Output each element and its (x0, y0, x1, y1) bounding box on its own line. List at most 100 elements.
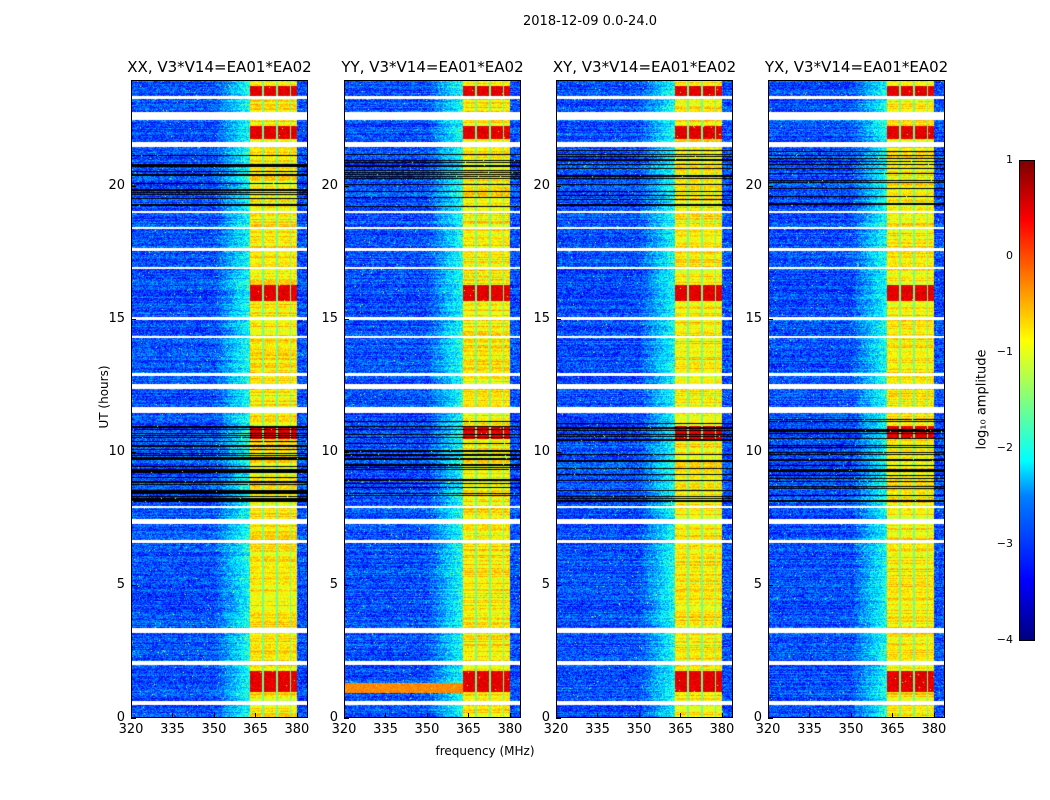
y-tick-mark (131, 319, 136, 321)
y-tick-mark (131, 186, 136, 188)
y-tick-label: 10 (745, 444, 762, 460)
y-tick-mark (556, 186, 561, 188)
x-tick-label: 320 (118, 722, 144, 737)
y-tick-mark (556, 452, 561, 454)
y-tick-label: 20 (321, 178, 338, 194)
x-tick-label: 365 (668, 722, 693, 737)
y-tick-label: 0 (753, 710, 762, 725)
panel-title: YY, V3*V14=EA01*EA02 (341, 58, 524, 76)
x-tick-mark (892, 713, 894, 718)
x-tick-label: 380 (921, 722, 947, 737)
x-axis-label: frequency (MHz) (435, 744, 535, 758)
y-tick-label: 10 (533, 444, 550, 460)
x-tick-label: 335 (160, 722, 185, 737)
y-tick-mark (131, 452, 136, 454)
spectrogram-heatmap (344, 80, 521, 718)
y-tick-label: 0 (541, 710, 550, 725)
y-tick-mark (344, 319, 349, 321)
x-tick-label: 335 (797, 722, 822, 737)
colorbar-tick-label: 0 (1006, 249, 1013, 262)
x-tick-mark (850, 713, 852, 718)
x-tick-mark (385, 713, 387, 718)
y-tick-label: 20 (108, 178, 125, 194)
axes-frame (556, 80, 733, 718)
y-tick-label: 10 (321, 444, 338, 460)
x-tick-mark (296, 713, 298, 718)
y-tick-mark (768, 319, 773, 321)
spectrogram-panel: XY, V3*V14=EA01*EA02 320 335 350 365 380 0 5 10 1… (533, 58, 736, 737)
y-tick-label: 5 (116, 577, 125, 593)
y-tick-label: 15 (533, 311, 550, 327)
x-tick-mark (344, 713, 345, 718)
x-tick-label: 350 (626, 722, 652, 737)
panel-title: XX, V3*V14=EA01*EA02 (127, 58, 312, 76)
y-tick-label: 20 (745, 178, 762, 194)
y-tick-label: 0 (116, 710, 125, 725)
x-tick-label: 365 (880, 722, 905, 737)
x-tick-mark (680, 713, 682, 718)
colorbar-label: log₁₀ amplitude (974, 349, 990, 450)
colorbar-tick-label: −4 (996, 633, 1013, 646)
x-tick-label: 320 (755, 722, 781, 737)
x-tick-label: 365 (243, 722, 268, 737)
colorbar-tick-label: −3 (996, 537, 1013, 550)
y-tick-mark (344, 452, 349, 454)
y-tick-label: 0 (329, 710, 338, 725)
x-tick-mark (468, 713, 470, 718)
panel-title: YX, V3*V14=EA01*EA02 (764, 58, 949, 76)
colorbar-tick-label: −1 (996, 345, 1013, 358)
y-tick-mark (131, 718, 136, 719)
x-tick-mark (255, 713, 257, 718)
y-tick-mark (344, 585, 349, 587)
x-tick-label: 365 (456, 722, 481, 737)
x-tick-label: 380 (709, 722, 735, 737)
x-tick-label: 335 (373, 722, 398, 737)
y-tick-label: 5 (753, 577, 762, 593)
x-tick-mark (509, 713, 511, 718)
y-tick-mark (768, 186, 773, 188)
y-tick-label: 15 (745, 311, 762, 327)
y-tick-mark (556, 718, 561, 719)
spectrogram-panel: XX, V3*V14=EA01*EA02 320 335 350 365 380 0 5 10 1… (108, 58, 311, 737)
figure-title: 2018-12-09 0.0-24.0 (523, 14, 657, 29)
x-tick-label: 320 (331, 722, 357, 737)
x-tick-mark (556, 713, 557, 718)
y-tick-mark (556, 319, 561, 321)
y-tick-mark (344, 718, 349, 719)
y-tick-label: 15 (321, 311, 338, 327)
x-tick-mark (131, 713, 132, 718)
x-tick-mark (768, 713, 769, 718)
x-tick-mark (172, 713, 174, 718)
y-tick-label: 15 (108, 311, 125, 327)
y-tick-label: 5 (329, 577, 338, 593)
x-tick-label: 380 (497, 722, 523, 737)
spectrogram-heatmap (556, 80, 733, 718)
y-tick-label: 5 (541, 577, 550, 593)
y-tick-mark (768, 452, 773, 454)
x-tick-label: 350 (201, 722, 227, 737)
axes-frame (344, 80, 521, 718)
x-tick-mark (213, 713, 215, 718)
spectrogram-panel: YX, V3*V14=EA01*EA02 320 335 350 365 380 0 5 10 1… (745, 58, 948, 737)
y-axis-label: UT (hours) (97, 365, 111, 429)
x-tick-mark (597, 713, 599, 718)
colorbar-tick-label: −2 (996, 441, 1013, 454)
spectrogram-heatmap (131, 80, 308, 718)
x-tick-label: 320 (543, 722, 569, 737)
x-tick-mark (638, 713, 640, 718)
x-tick-mark (933, 713, 935, 718)
y-tick-mark (768, 718, 773, 719)
x-tick-mark (426, 713, 428, 718)
x-tick-label: 350 (838, 722, 864, 737)
y-tick-label: 10 (108, 444, 125, 460)
y-tick-label: 20 (533, 178, 550, 194)
axes-frame (131, 80, 308, 718)
x-tick-mark (809, 713, 811, 718)
spectrogram-panel: YY, V3*V14=EA01*EA02 320 335 350 365 380 0 5 10 1… (321, 58, 523, 737)
y-tick-mark (131, 585, 136, 587)
x-tick-label: 380 (284, 722, 310, 737)
y-tick-mark (556, 585, 561, 587)
spectrogram-heatmap (768, 80, 945, 718)
y-tick-mark (344, 186, 349, 188)
